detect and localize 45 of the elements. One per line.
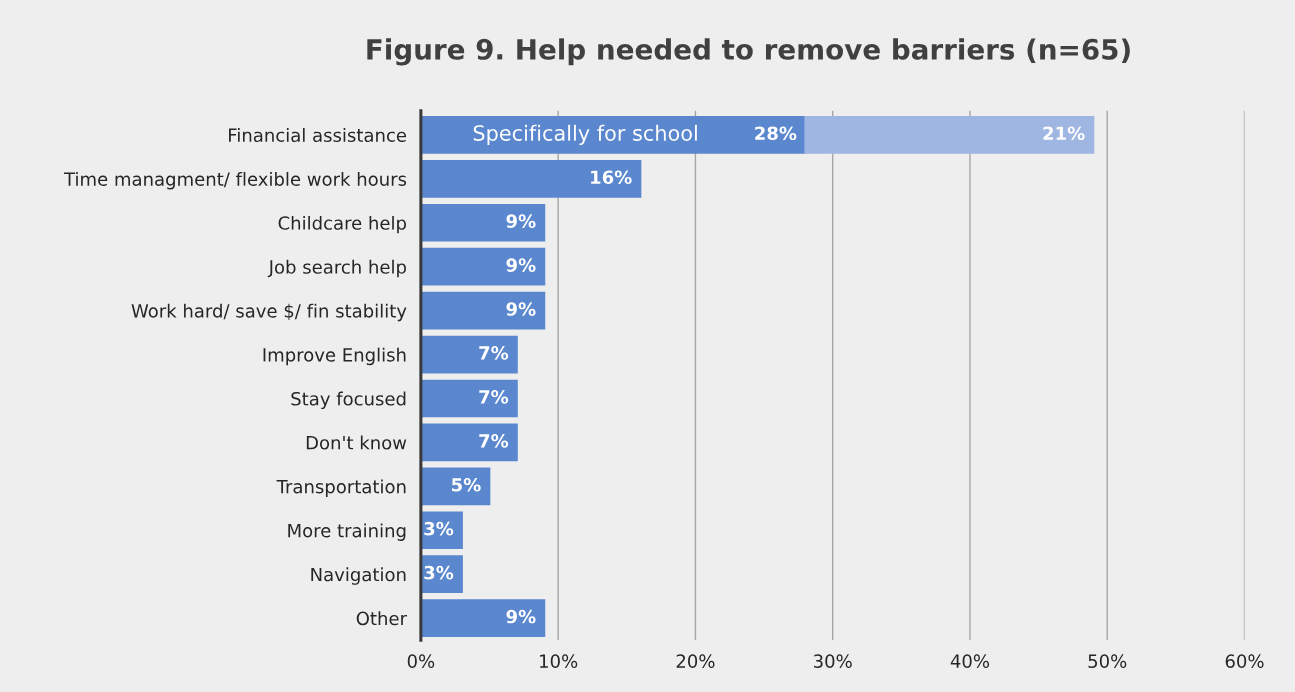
data-label: 9% <box>506 609 536 624</box>
y-tick-label: Don't know <box>306 435 407 450</box>
y-tick-label: Time managment/ flexible work hours <box>63 171 407 190</box>
bar <box>420 379 518 418</box>
y-tick-label: More training <box>288 523 406 541</box>
bar <box>420 423 518 462</box>
data-label: 16% <box>591 170 632 185</box>
bar <box>420 203 546 242</box>
y-tick-label: Work hard/ save $/ fin stability <box>131 303 407 322</box>
y-tick-label: Financial assistance <box>229 128 407 142</box>
x-tick-label: 30% <box>814 654 852 668</box>
x-tick-label: 50% <box>1088 654 1127 668</box>
data-label: 21% <box>1043 126 1085 141</box>
x-tick-label: 10% <box>540 654 578 668</box>
y-tick-label: Other <box>356 611 407 626</box>
bar <box>420 291 546 330</box>
bar <box>804 116 1095 154</box>
bar <box>420 247 546 286</box>
data-label: 7% <box>479 346 509 360</box>
data-label: 28% <box>755 126 797 141</box>
data-label: 7% <box>479 390 509 404</box>
y-tick-label: Job search help <box>267 259 406 278</box>
y-tick-label: Navigation <box>311 567 406 585</box>
data-label: 3% <box>424 565 454 580</box>
data-label: 5% <box>452 477 481 492</box>
data-label: 7% <box>479 433 509 448</box>
bar <box>420 116 807 154</box>
data-label: 9% <box>506 258 536 272</box>
y-tick-label: Stay focused <box>291 391 406 410</box>
data-label: 9% <box>506 214 536 228</box>
x-tick-label: 20% <box>676 654 715 668</box>
data-label: 3% <box>424 521 454 536</box>
y-tick-label: Childcare help <box>278 215 406 234</box>
x-tick-label: 40% <box>950 654 990 668</box>
chart-title: Figure 9. Help needed to remove barriers (n=65) <box>367 38 1130 66</box>
bar <box>420 159 642 198</box>
bar <box>420 599 546 637</box>
y-tick-label: Improve English <box>263 347 406 366</box>
bar <box>420 335 518 374</box>
data-label: 9% <box>506 302 536 316</box>
x-tick-label: 0% <box>407 654 435 668</box>
annotation: Specifically for school <box>473 124 697 145</box>
y-tick-label: Transportation <box>276 479 406 497</box>
bar <box>420 467 491 506</box>
x-tick-label: 60% <box>1225 654 1264 668</box>
